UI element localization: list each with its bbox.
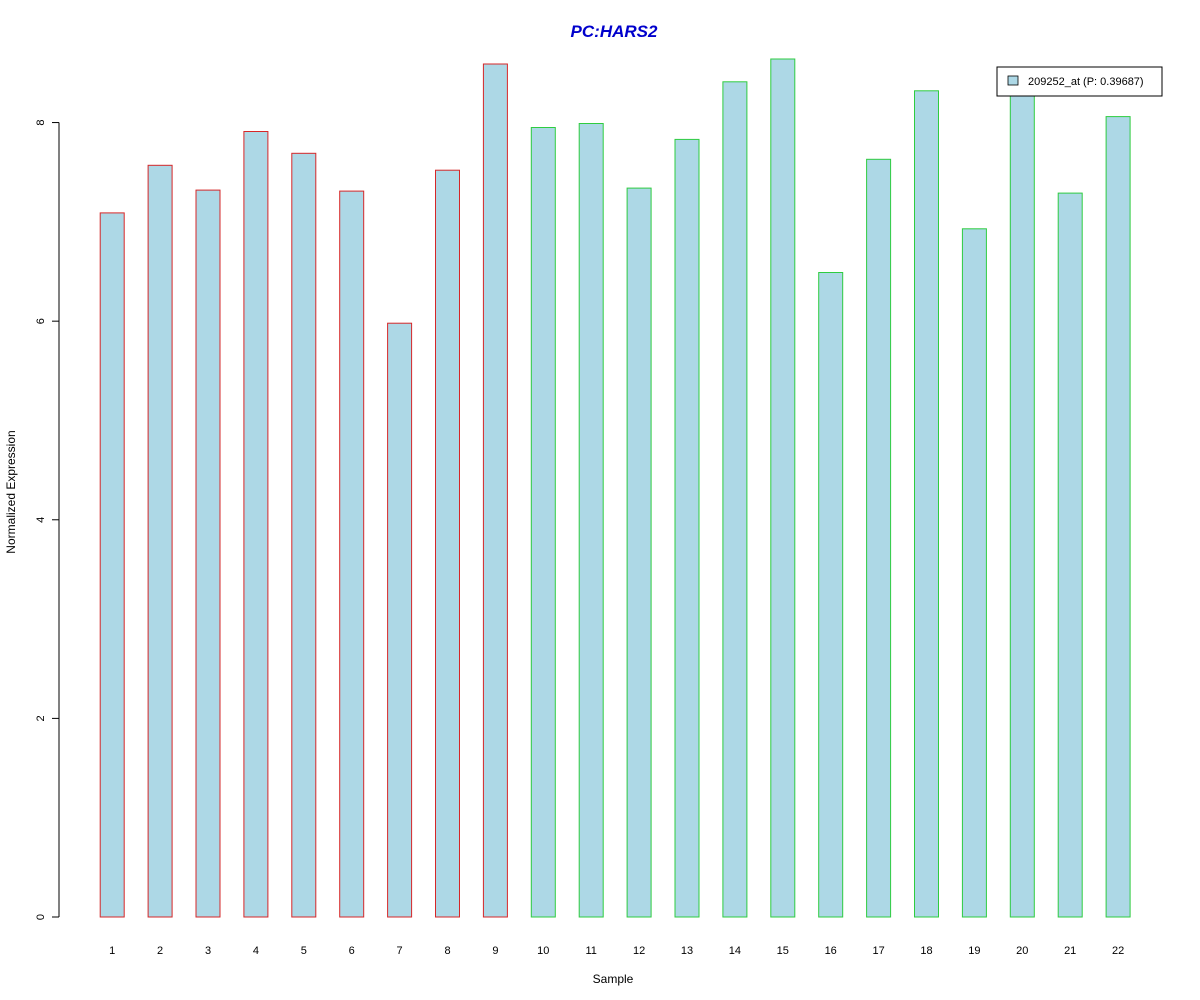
bar-sample-6 bbox=[339, 190, 365, 918]
bar-sample-12 bbox=[626, 187, 652, 918]
bar-sample-1 bbox=[99, 212, 125, 918]
y-axis: 0 2 4 6 8 bbox=[35, 119, 60, 920]
x-tick-label: 15 bbox=[777, 945, 789, 957]
y-tick-label: 0 bbox=[35, 914, 47, 920]
bar-sample-21 bbox=[1057, 192, 1083, 918]
bar-sample-7 bbox=[387, 322, 413, 918]
x-tick-label: 5 bbox=[301, 945, 307, 957]
bar-sample-17 bbox=[866, 158, 892, 918]
x-tick-label: 18 bbox=[920, 945, 932, 957]
x-tick-label: 11 bbox=[585, 945, 596, 957]
x-tick-label: 8 bbox=[444, 945, 450, 957]
x-tick-label: 10 bbox=[537, 945, 549, 957]
x-tick-labels: 1 2 3 4 5 6 7 8 9 10 11 12 13 14 15 16 17 18 19 20 21 22 bbox=[109, 945, 1124, 957]
bar-sample-19 bbox=[961, 228, 987, 918]
x-tick-label: 1 bbox=[109, 945, 115, 957]
bar-sample-8 bbox=[435, 169, 460, 918]
legend-label: 209252_at (P: 0.39687) bbox=[1028, 76, 1144, 88]
legend: 209252_at (P: 0.39687) bbox=[996, 66, 1163, 97]
bar-sample-22 bbox=[1105, 116, 1131, 918]
bar-sample-18 bbox=[914, 90, 939, 918]
x-tick-label: 21 bbox=[1064, 945, 1076, 957]
x-tick-label: 16 bbox=[825, 945, 837, 957]
bar-sample-5 bbox=[291, 152, 317, 918]
bar-sample-15 bbox=[770, 58, 796, 918]
x-tick-label: 22 bbox=[1112, 945, 1124, 957]
bar-sample-10 bbox=[530, 127, 556, 918]
x-tick-label: 2 bbox=[157, 945, 163, 957]
x-tick-label: 14 bbox=[729, 945, 741, 957]
x-tick-label: 19 bbox=[968, 945, 980, 957]
bar-sample-2 bbox=[147, 164, 173, 918]
x-tick-label: 4 bbox=[253, 945, 259, 957]
legend-box bbox=[996, 66, 1163, 97]
y-tick-label: 8 bbox=[35, 119, 47, 125]
bar-sample-16 bbox=[818, 272, 844, 918]
x-tick-label: 20 bbox=[1016, 945, 1028, 957]
chart-title: PC:HARS2 bbox=[571, 22, 658, 41]
y-tick-label: 6 bbox=[35, 318, 47, 324]
x-tick-label: 17 bbox=[872, 945, 884, 957]
bar-sample-3 bbox=[195, 189, 221, 918]
x-tick-label: 12 bbox=[633, 945, 645, 957]
x-axis-title: Sample bbox=[593, 972, 634, 986]
bar-sample-13 bbox=[674, 138, 700, 918]
bar-sample-9 bbox=[482, 63, 508, 918]
x-tick-label: 6 bbox=[349, 945, 355, 957]
y-tick-label: 4 bbox=[35, 517, 47, 523]
x-tick-label: 9 bbox=[492, 945, 498, 957]
y-axis-title: Normalized Expression bbox=[4, 430, 18, 553]
legend-swatch bbox=[1007, 75, 1019, 86]
x-tick-label: 3 bbox=[205, 945, 211, 957]
bar-sample-11 bbox=[578, 123, 604, 918]
bar-sample-14 bbox=[722, 81, 748, 918]
bars-group bbox=[99, 58, 1131, 918]
y-tick-label: 2 bbox=[35, 715, 47, 721]
x-tick-label: 7 bbox=[397, 945, 403, 957]
x-tick-label: 13 bbox=[681, 945, 693, 957]
bar-sample-4 bbox=[243, 131, 269, 918]
bar-sample-20 bbox=[1009, 89, 1035, 918]
